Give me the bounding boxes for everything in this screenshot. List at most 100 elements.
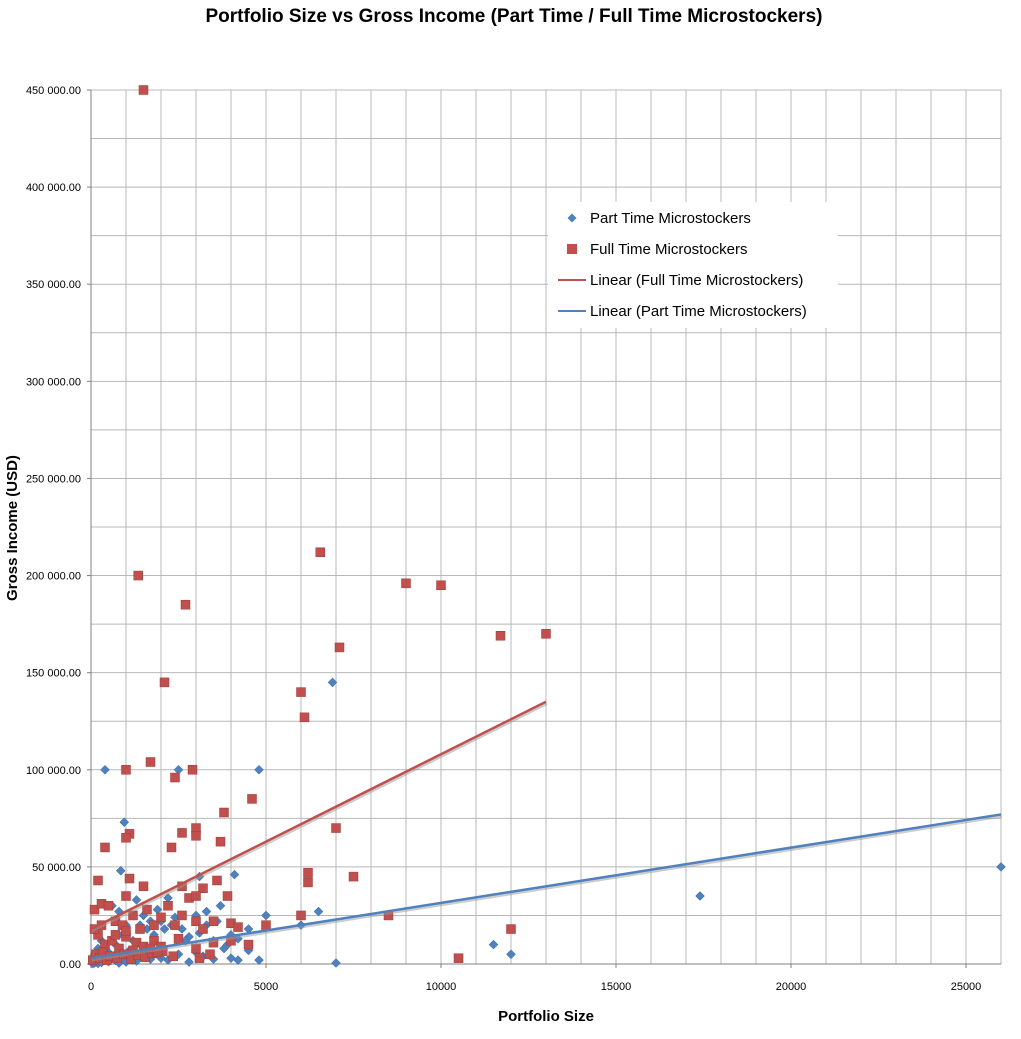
full-time-point [89, 904, 100, 915]
part-time-point [695, 891, 705, 901]
legend-part-time: Part Time Microstockers [590, 210, 751, 227]
full-time-point [138, 881, 149, 892]
full-time-point [187, 765, 198, 775]
full-time-point [331, 823, 341, 833]
chart-title: Portfolio Size vs Gross Income (Part Tim… [206, 6, 823, 27]
full-time-point [121, 891, 131, 901]
full-time-point [149, 920, 159, 930]
full-time-point [93, 875, 103, 886]
part-time-point [327, 677, 338, 688]
full-time-point [110, 930, 121, 940]
full-time-point [261, 920, 271, 930]
part-time-point [488, 939, 499, 950]
full-time-point [163, 900, 173, 911]
x-axis-title: Portfolio Size [498, 1008, 594, 1025]
part-time-point [506, 949, 516, 960]
y-tick-label: 450 000.00 [26, 85, 81, 97]
full-time-point [133, 570, 143, 581]
x-tick-label: 20000 [776, 981, 807, 993]
y-tick-label: 100 000.00 [26, 765, 81, 777]
grid [90, 89, 1002, 965]
full-time-point [180, 599, 191, 610]
full-time-point [215, 836, 226, 847]
full-time-point [303, 877, 313, 888]
y-tick-label: 400 000.00 [26, 182, 81, 194]
full-time-point [156, 912, 166, 923]
part-time-point [254, 955, 264, 965]
full-time-point [348, 871, 359, 882]
part-time-point [261, 910, 271, 921]
full-time-point [103, 900, 114, 911]
part-time-point [313, 906, 324, 917]
full-time-point [177, 828, 187, 838]
y-tick-label: 300 000.00 [26, 376, 81, 388]
part-time-point [254, 764, 264, 775]
full-time-point [159, 677, 170, 688]
legend-linear-part-time: Linear (Part Time Microstockers) [590, 303, 807, 320]
full-time-point [233, 922, 243, 932]
x-tick-label: 15000 [601, 981, 632, 993]
y-tick-label: 200 000.00 [26, 571, 81, 583]
full-time-point [296, 687, 306, 697]
part-time-point [215, 900, 226, 911]
full-time-point [222, 891, 233, 901]
part-time-point [100, 764, 110, 775]
part-time-point [226, 953, 236, 964]
full-time-point [198, 924, 208, 934]
full-time-point [194, 953, 205, 963]
y-tick-label: 0.00 [60, 959, 81, 971]
full-time-point [219, 807, 229, 818]
part-time-point [119, 817, 130, 828]
legend-linear-full-time: Linear (Full Time Microstockers) [590, 272, 803, 289]
full-time-point [334, 642, 345, 653]
trendline-shadow [91, 815, 1003, 962]
full-time-point [145, 757, 156, 767]
full-time-point [121, 765, 131, 775]
legend-full-time: Full Time Microstockers [590, 241, 748, 258]
part-time-point [131, 895, 142, 905]
full-time-point [401, 578, 411, 589]
full-time-point [121, 926, 131, 936]
part-time-point [996, 862, 1006, 872]
legend: Part Time Microstockers Full Time Microst… [548, 202, 838, 328]
x-tick-label: 5000 [254, 981, 278, 993]
legend-box [548, 202, 838, 328]
full-time-point [135, 924, 145, 934]
part-time-point [201, 906, 212, 917]
y-axis-title: Gross Income (USD) [4, 455, 21, 601]
full-time-point [541, 629, 551, 639]
x-tick-label: 25000 [951, 981, 982, 993]
full-time-point [247, 794, 257, 804]
full-time-point [166, 842, 177, 853]
axes: 0.00 50 000.00 100 000.00 150 000.00 200 000… [26, 85, 1001, 993]
full-time-point [100, 842, 110, 853]
legend-marker-diamond [567, 213, 577, 223]
full-time-point [198, 883, 208, 894]
y-tick-label: 150 000.00 [26, 668, 81, 680]
full-time-point [168, 951, 178, 961]
full-time-point [191, 916, 201, 927]
full-time-point [173, 934, 184, 944]
full-time-point [121, 833, 131, 843]
part-time-point [184, 957, 194, 967]
x-tick-label: 0 [88, 981, 94, 993]
full-time-point [191, 831, 201, 841]
part-time-point [331, 958, 341, 968]
legend-marker-square [567, 244, 577, 254]
full-time-point [296, 910, 306, 921]
full-time-point [170, 920, 180, 930]
trendline-shadow [91, 702, 548, 933]
x-tick-label: 10000 [426, 981, 457, 993]
full-time-point [495, 631, 506, 641]
full-time-point [177, 910, 187, 921]
full-time-point [315, 547, 325, 557]
y-tick-label: 50 000.00 [32, 862, 81, 874]
full-time-point [506, 924, 516, 934]
full-time-point [453, 953, 464, 963]
full-time-point [142, 904, 152, 915]
part-time-point [115, 865, 126, 876]
part-time-point [233, 955, 243, 965]
data-points [87, 85, 1006, 969]
full-time-point [205, 949, 215, 960]
